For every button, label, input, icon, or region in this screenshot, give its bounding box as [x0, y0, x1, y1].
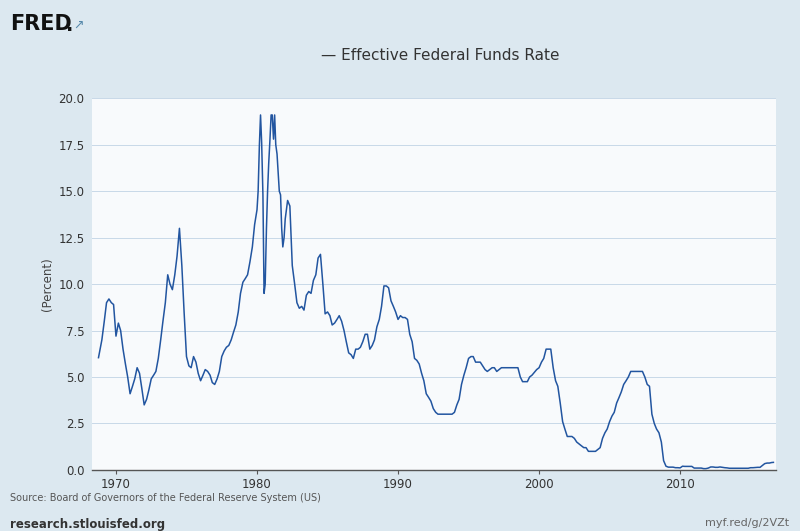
Y-axis label: (Percent): (Percent): [41, 257, 54, 311]
Text: research.stlouisfed.org: research.stlouisfed.org: [10, 518, 166, 530]
Text: — Effective Federal Funds Rate: — Effective Federal Funds Rate: [321, 48, 559, 63]
Text: .: .: [66, 16, 74, 35]
Text: ↗: ↗: [74, 19, 84, 32]
Text: FRED: FRED: [10, 14, 72, 34]
Text: Source: Board of Governors of the Federal Reserve System (US): Source: Board of Governors of the Federa…: [10, 493, 322, 503]
Text: myf.red/g/2VZt: myf.red/g/2VZt: [706, 518, 790, 528]
